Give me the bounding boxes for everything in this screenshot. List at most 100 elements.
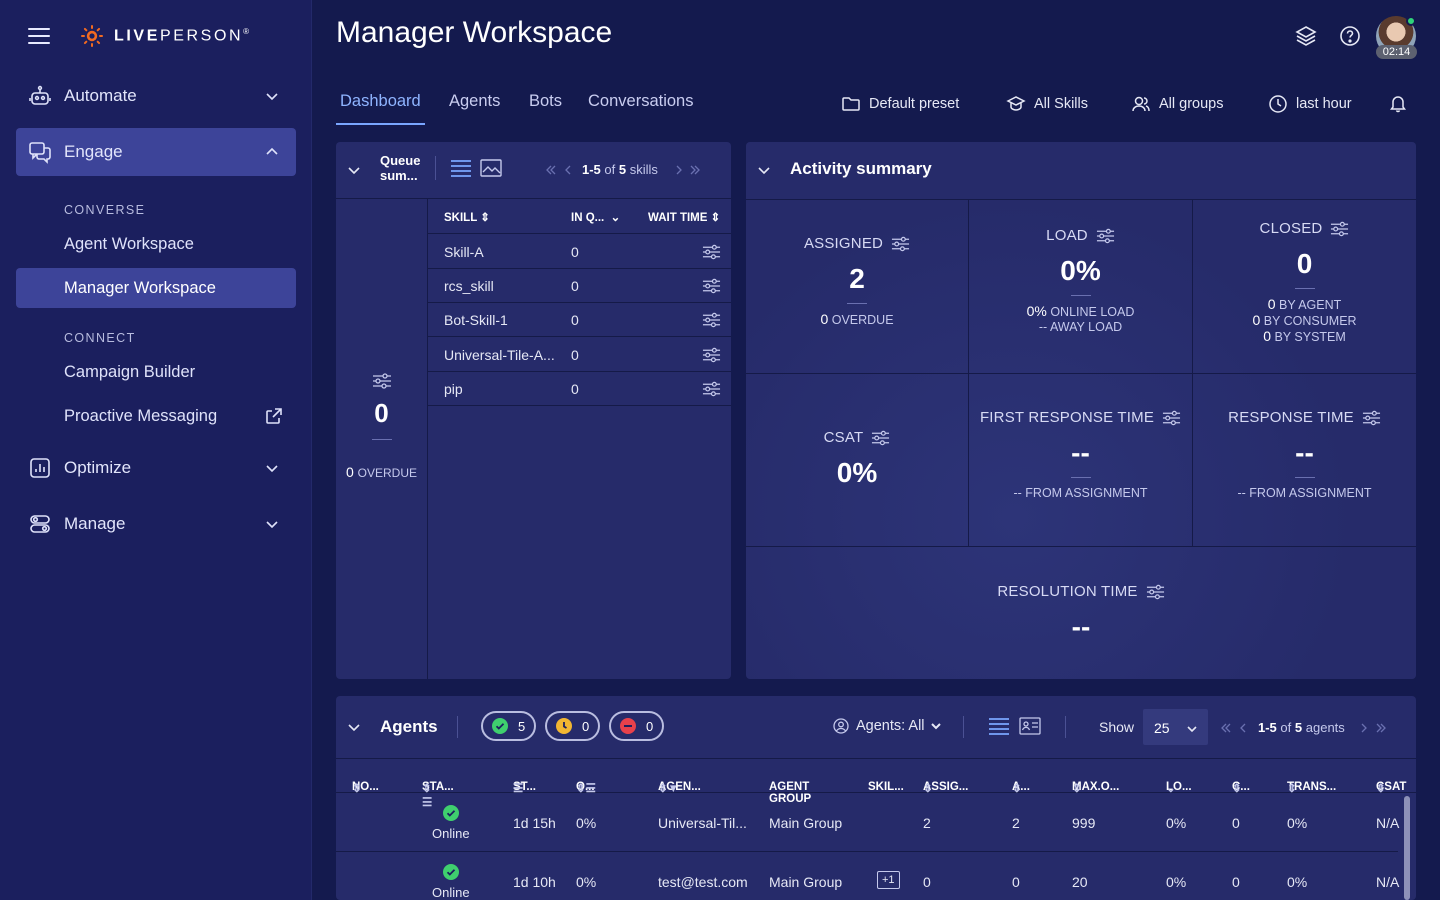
settings-sliders-icon[interactable] bbox=[1146, 584, 1165, 600]
metric-first-response-time: FIRST RESPONSE TIME -- -- FROM ASSIGNMEN… bbox=[969, 409, 1192, 501]
cell-closed: 0 bbox=[1232, 874, 1240, 890]
tab-conversations[interactable]: Conversations bbox=[588, 92, 694, 110]
bell-icon[interactable] bbox=[1388, 93, 1408, 113]
users-icon bbox=[1132, 96, 1150, 112]
prev-page-icon[interactable] bbox=[561, 163, 575, 177]
list-view-icon[interactable] bbox=[450, 158, 472, 178]
more-skills-badge[interactable]: +1 bbox=[877, 871, 900, 889]
settings-sliders-icon[interactable] bbox=[1362, 410, 1381, 426]
nav-automate[interactable]: Automate bbox=[16, 72, 296, 120]
last-page-icon[interactable] bbox=[1374, 721, 1388, 735]
settings-sliders-icon[interactable] bbox=[702, 312, 721, 328]
settings-sliders-icon[interactable] bbox=[1330, 221, 1349, 237]
skills-filter[interactable]: All Skills bbox=[1006, 92, 1088, 116]
nav-agent-workspace[interactable]: Agent Workspace bbox=[64, 234, 194, 253]
cell-agent[interactable]: test@test.com bbox=[658, 874, 748, 890]
cell-transfer: 0% bbox=[1287, 874, 1308, 890]
last-page-icon[interactable] bbox=[688, 163, 702, 177]
layers-icon[interactable] bbox=[1294, 24, 1318, 48]
agents-title: Agents bbox=[380, 717, 438, 736]
table-row[interactable]: Online 1d 15h 0% Universal-Til... Main Group… bbox=[336, 793, 1399, 852]
queue-pagination: 1-5 of 5 skills bbox=[582, 162, 658, 177]
cell-occupancy: 0% bbox=[576, 815, 597, 831]
col-wait-time[interactable]: WAIT TIME ⇕ bbox=[648, 212, 721, 224]
nav-engage-label: Engage bbox=[64, 142, 123, 161]
in-queue-value: 0 bbox=[571, 244, 579, 260]
status-online-icon bbox=[443, 805, 459, 821]
list-view-icon[interactable] bbox=[988, 717, 1010, 735]
nav-campaign-builder[interactable]: Campaign Builder bbox=[64, 362, 196, 381]
next-page-icon[interactable] bbox=[1357, 721, 1371, 735]
nav-manager-workspace[interactable]: Manager Workspace bbox=[16, 268, 296, 308]
chat-bubbles-icon bbox=[29, 142, 51, 164]
settings-sliders-icon[interactable] bbox=[891, 236, 910, 252]
queue-total-value: 0 bbox=[374, 398, 389, 428]
collapse-chevron-icon[interactable] bbox=[346, 162, 362, 178]
col-skill[interactable]: SKILL ⇕ bbox=[444, 212, 490, 224]
away-count-pill[interactable]: 0 bbox=[545, 711, 601, 741]
skill-name: pip bbox=[444, 380, 463, 397]
nav-optimize[interactable]: Optimize bbox=[16, 444, 296, 492]
sidebar: LIVEPERSON® Automate Engage CONVERSE Age… bbox=[0, 0, 312, 900]
first-page-icon[interactable] bbox=[544, 163, 558, 177]
settings-sliders-icon[interactable] bbox=[702, 381, 721, 397]
next-page-icon[interactable] bbox=[672, 163, 686, 177]
agents-filter-dropdown[interactable]: Agents: All bbox=[833, 718, 942, 734]
hamburger-menu-icon[interactable] bbox=[28, 25, 50, 47]
chevron-down-icon bbox=[930, 723, 941, 730]
liveperson-logo[interactable]: LIVEPERSON® bbox=[80, 24, 252, 48]
settings-sliders-icon[interactable] bbox=[702, 278, 721, 294]
chart-view-icon[interactable] bbox=[480, 158, 502, 178]
queue-table-header: SKILL ⇕ IN Q... ⌄ WAIT TIME ⇕ bbox=[428, 199, 731, 234]
collapse-chevron-icon[interactable] bbox=[756, 162, 772, 178]
time-filter-label: last hour bbox=[1296, 96, 1352, 112]
logo-text: LIVEPERSON® bbox=[114, 26, 252, 45]
table-row[interactable]: pip 0 bbox=[428, 372, 731, 406]
card-view-icon[interactable] bbox=[1019, 717, 1041, 735]
section-connect: CONNECT bbox=[64, 331, 136, 345]
table-row[interactable]: Universal-Tile-A... 0 bbox=[428, 338, 731, 372]
nav-manage[interactable]: Manage bbox=[16, 500, 296, 548]
robot-icon bbox=[29, 85, 51, 105]
tab-dashboard[interactable]: Dashboard bbox=[336, 92, 425, 125]
settings-sliders-icon[interactable] bbox=[702, 244, 721, 260]
divider bbox=[427, 198, 428, 679]
table-row[interactable]: rcs_skill 0 bbox=[428, 269, 731, 304]
settings-sliders-icon[interactable] bbox=[1096, 228, 1115, 244]
settings-sliders-icon[interactable] bbox=[372, 372, 392, 390]
busy-count-pill[interactable]: 0 bbox=[609, 711, 665, 741]
collapse-chevron-icon[interactable] bbox=[346, 719, 362, 735]
tab-agents[interactable]: Agents bbox=[449, 92, 501, 110]
nav-manage-label: Manage bbox=[64, 514, 126, 533]
tab-bots[interactable]: Bots bbox=[529, 92, 563, 110]
divider bbox=[746, 199, 1416, 200]
nav-engage[interactable]: Engage bbox=[16, 128, 296, 176]
preset-filter[interactable]: Default preset bbox=[841, 92, 959, 116]
table-row[interactable]: Skill-A 0 bbox=[428, 235, 731, 269]
table-scrollbar[interactable] bbox=[1404, 796, 1410, 900]
section-converse: CONVERSE bbox=[64, 203, 146, 217]
table-row[interactable]: Bot-Skill-1 0 bbox=[428, 303, 731, 338]
settings-sliders-icon[interactable] bbox=[702, 347, 721, 363]
col-in-queue[interactable]: IN Q... ⌄ bbox=[571, 212, 621, 224]
status-label: Online bbox=[432, 826, 470, 841]
time-filter[interactable]: last hour bbox=[1268, 92, 1352, 116]
online-count-pill[interactable]: 5 bbox=[481, 711, 537, 741]
skill-name: Universal-Tile-A... bbox=[444, 346, 555, 363]
help-icon[interactable] bbox=[1338, 24, 1362, 48]
cell-agent[interactable]: Universal-Til... bbox=[658, 815, 747, 831]
divider bbox=[963, 716, 964, 738]
cell-assigned: 2 bbox=[923, 815, 931, 831]
groups-filter[interactable]: All groups bbox=[1131, 92, 1223, 116]
nav-proactive-messaging[interactable]: Proactive Messaging bbox=[16, 396, 296, 436]
settings-sliders-icon[interactable] bbox=[871, 430, 890, 446]
settings-sliders-icon[interactable] bbox=[1162, 410, 1181, 426]
table-row[interactable]: Online 1d 10h 0% test@test.com Main Group 0 0 2… bbox=[336, 852, 1399, 900]
chevron-down-icon bbox=[266, 521, 278, 529]
page-size-select[interactable]: 25 bbox=[1143, 709, 1208, 745]
metric-resolution-time: RESOLUTION TIME -- bbox=[746, 583, 1416, 643]
brand-bar: LIVEPERSON® bbox=[28, 22, 252, 50]
prev-page-icon[interactable] bbox=[1236, 721, 1250, 735]
divider bbox=[457, 716, 458, 738]
first-page-icon[interactable] bbox=[1219, 721, 1233, 735]
